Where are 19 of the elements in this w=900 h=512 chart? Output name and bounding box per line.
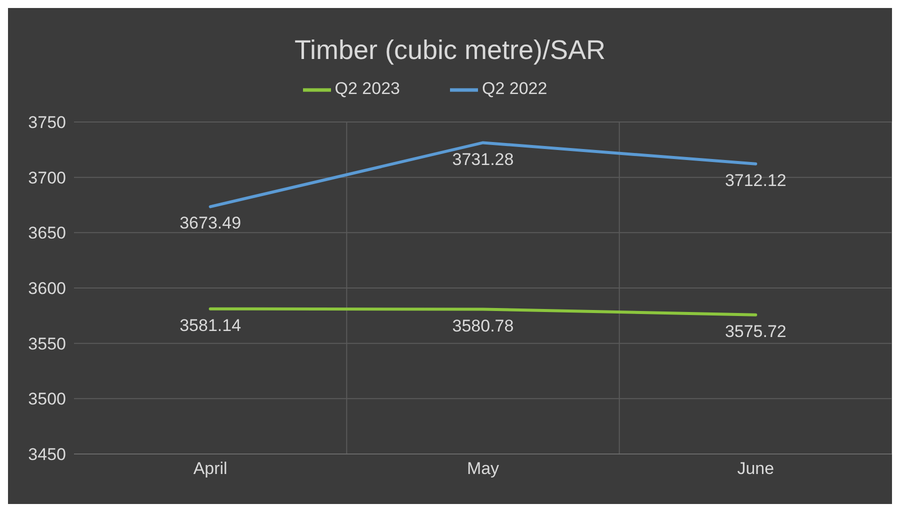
chart-title: Timber (cubic metre)/SAR [293,34,607,66]
data-label: 3673.49 [180,214,242,233]
x-tick-label: June [737,459,774,478]
y-tick-label: 3650 [28,224,66,243]
y-tick-label: 3700 [28,168,66,188]
data-label: 3580.78 [452,316,514,336]
data-label: 3581.14 [180,316,242,335]
y-tick-label: 3600 [28,279,66,298]
y-tick-label: 3550 [28,334,66,354]
data-label: 3712.12 [724,170,786,190]
data-label: 3575.72 [724,322,786,341]
legend-label: Q2 2022 [482,79,548,98]
y-tick-label: 3500 [28,390,66,409]
y-tick-label: 3450 [28,445,66,464]
x-tick-label: May [466,459,500,478]
data-label: 3731.28 [452,150,514,169]
y-tick-label: 3750 [28,113,66,132]
x-tick-label: April [193,459,228,478]
legend-label: Q2 2023 [334,79,400,98]
